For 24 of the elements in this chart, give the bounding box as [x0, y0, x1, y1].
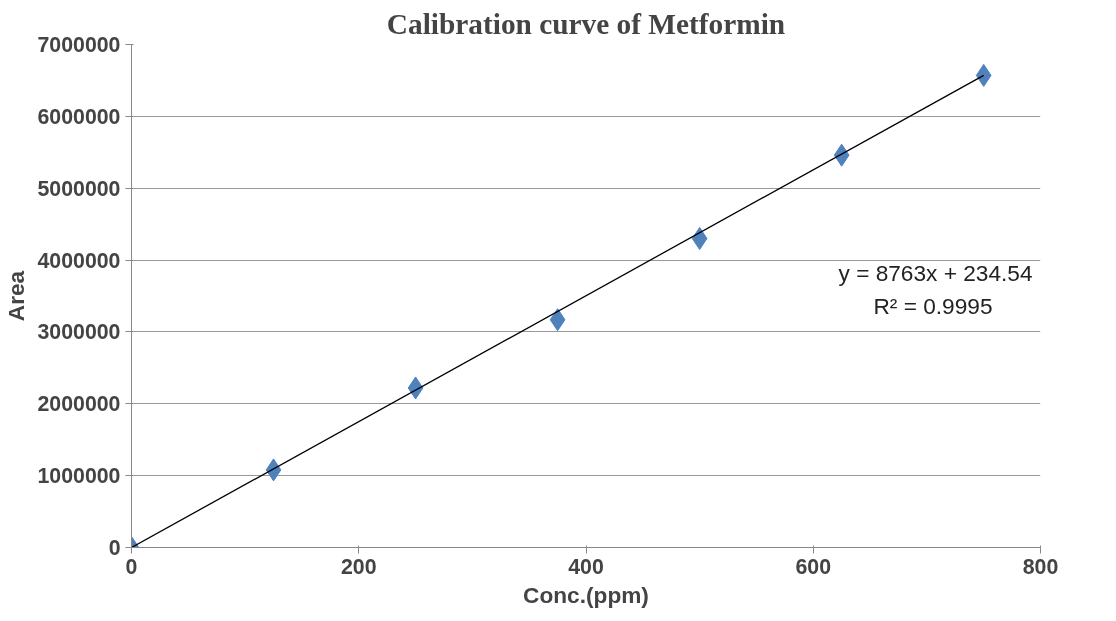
y-tick-label: 0 — [108, 536, 121, 560]
x-tick-label: 800 — [1022, 554, 1059, 579]
y-tick-label: 1000000 — [37, 464, 121, 489]
y-tick-label: 7000000 — [37, 33, 121, 57]
y-tick-label: 4000000 — [37, 248, 121, 273]
point — [691, 227, 708, 251]
x-tick-label: 0 — [125, 554, 138, 579]
annotation: y = 8763x + 234.54 — [838, 259, 1033, 286]
chart-title: Calibration curve of Metformin — [386, 7, 786, 40]
point — [833, 143, 850, 167]
y-tick-label: 5000000 — [37, 176, 121, 201]
x-tick-label: 200 — [340, 554, 377, 579]
y-tick-label: 3000000 — [37, 320, 121, 345]
point — [975, 63, 992, 87]
x-axis-title: Conc.(ppm) — [523, 581, 649, 608]
annotation: R² = 0.9995 — [873, 292, 993, 319]
x-tick-label: 600 — [795, 554, 832, 579]
point — [265, 458, 282, 482]
y-axis-title: Area — [3, 270, 30, 322]
point — [407, 376, 424, 400]
y-tick-label: 2000000 — [37, 392, 121, 417]
y-tick-label: 6000000 — [37, 104, 121, 129]
x-tick-label: 400 — [568, 554, 604, 579]
point — [549, 308, 566, 332]
